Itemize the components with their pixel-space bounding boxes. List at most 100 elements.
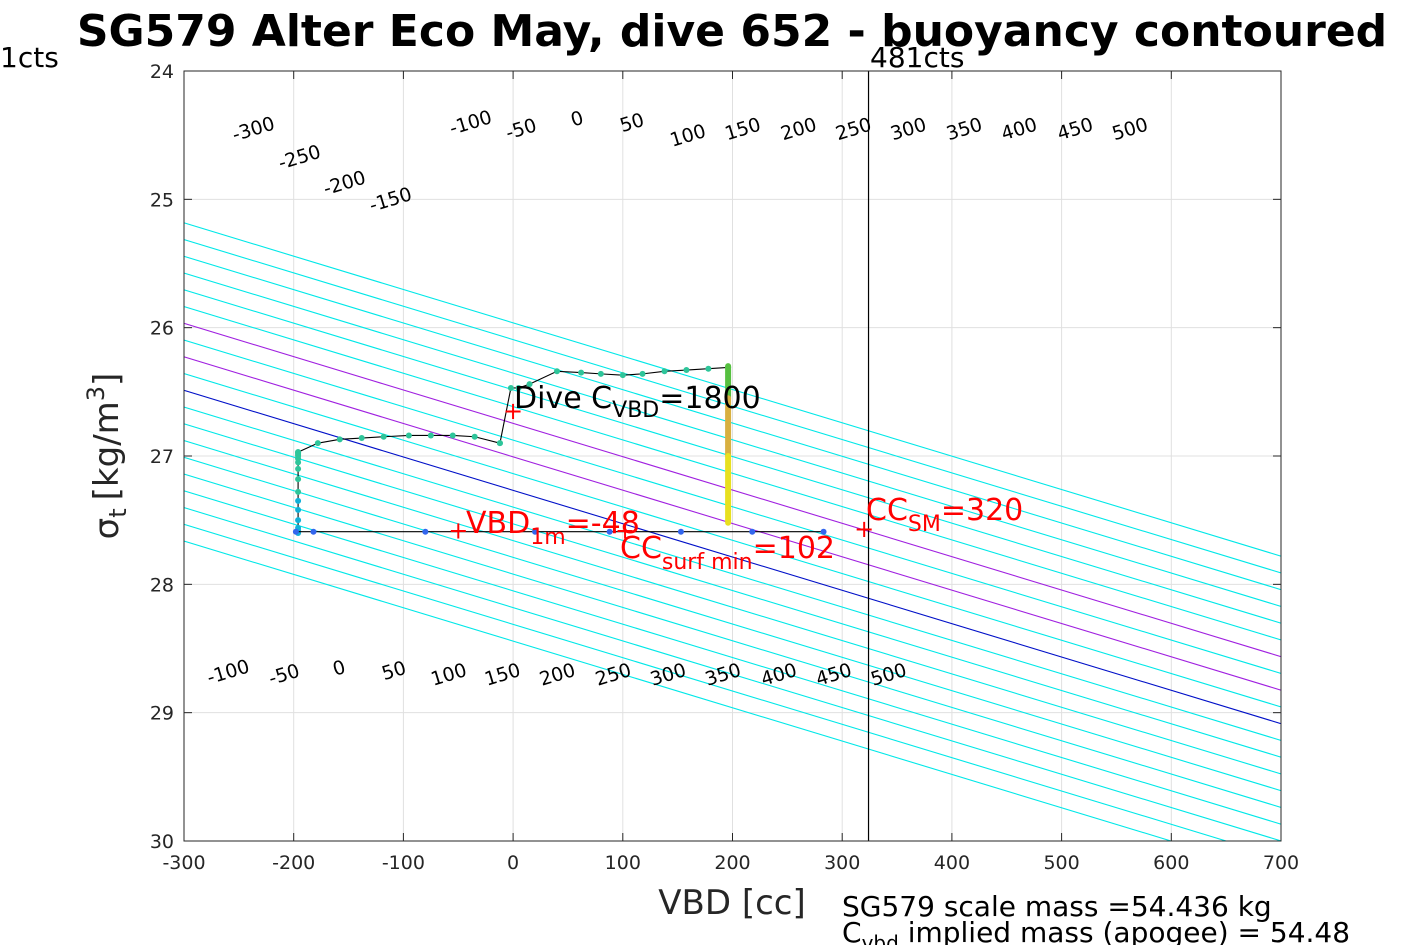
- contour-line: [184, 456, 1281, 792]
- y-tick-label: 25: [150, 189, 174, 211]
- dive-point: [295, 506, 302, 513]
- x-tick-label: 600: [1153, 852, 1189, 874]
- contour-label: 300: [648, 659, 689, 691]
- cc-surf-min-suffix: =102: [753, 531, 835, 566]
- y-tick-label: 24: [150, 61, 174, 83]
- dive-c-vbd-annotation: Dive CVBD=1800: [514, 381, 761, 423]
- dive-point: [553, 368, 560, 375]
- contour-line: [184, 222, 1281, 557]
- cc-sm-prefix: CC: [866, 493, 908, 528]
- dive-point: [295, 488, 302, 495]
- dive-point: [526, 381, 533, 388]
- dive-point: [336, 436, 343, 443]
- y-axis-label-symbol: σ: [87, 518, 127, 540]
- dive-point: [295, 497, 302, 504]
- dive-point: [295, 476, 302, 483]
- contour-label: 450: [813, 659, 854, 691]
- contour-label: 250: [593, 659, 634, 691]
- vbd-1m-prefix: VBD: [466, 506, 530, 541]
- dive-point: [683, 367, 690, 374]
- vbd-1m-annotation: VBD1m=-48: [466, 506, 640, 550]
- y-axis-label-unit: [kg/m: [87, 401, 127, 500]
- surface-point: [677, 528, 684, 535]
- x-tick-label: 200: [714, 852, 750, 874]
- dive-point: [314, 440, 321, 447]
- contour-label: 0: [568, 107, 586, 132]
- dive-point: [295, 517, 302, 524]
- contour-label: 350: [944, 114, 985, 146]
- contour-line: [184, 255, 1281, 591]
- contour-label: -50: [503, 114, 539, 144]
- contour-line: [184, 540, 1172, 841]
- y-tick-label: 29: [150, 703, 174, 725]
- implied-mass-suffix: implied mass (apogee) = 54.48: [899, 916, 1350, 945]
- dive-point: [449, 432, 456, 439]
- x-tick-label: 500: [1043, 852, 1079, 874]
- dive-point: [358, 435, 365, 442]
- contour-label: 200: [537, 659, 578, 691]
- dive-point: [507, 384, 514, 391]
- dive-series: + + + +: [292, 71, 874, 841]
- implied-mass-footer: Cvbd implied mass (apogee) = 54.48: [842, 916, 1350, 945]
- vbd-1m-suffix: =-48: [566, 506, 640, 541]
- dive-c-vbd-suffix: =1800: [659, 381, 760, 416]
- contour-label: -250: [276, 141, 324, 175]
- dive-point: [639, 370, 646, 377]
- contour-label: 0: [330, 656, 348, 681]
- axis-ticks: -300 -200 -100 0 100 200 300 400 500 600 700242526…: [150, 61, 1299, 874]
- contour-line: [184, 440, 1281, 775]
- dive-point: [295, 449, 302, 456]
- implied-mass-prefix: C: [842, 916, 862, 945]
- contour-line: [184, 356, 1281, 691]
- marker-plus: +: [503, 397, 523, 425]
- cc-surf-min-sub: surf min: [662, 550, 753, 575]
- cc-surf-min-annotation: CCsurf min=102: [620, 531, 835, 575]
- dive-point: [295, 465, 302, 472]
- x-tick-label: 100: [605, 852, 641, 874]
- contour-line: [184, 406, 1281, 741]
- dive-point: [619, 372, 626, 379]
- contour-line: [184, 339, 1281, 674]
- x-tick-label: 0: [507, 852, 519, 874]
- dive-point: [597, 370, 604, 377]
- y-tick-label: 26: [150, 318, 174, 340]
- x-tick-label: 700: [1263, 852, 1299, 874]
- contour-line: [184, 423, 1281, 758]
- contour-label: 200: [778, 114, 819, 146]
- contour-label: -100: [447, 106, 495, 140]
- cc-sm-suffix: =320: [941, 493, 1023, 528]
- contour-label: 100: [667, 120, 708, 152]
- contour-line: [184, 306, 1281, 641]
- contour-label: 150: [722, 114, 763, 146]
- x-tick-label: -200: [272, 852, 315, 874]
- contour-label: 50: [379, 657, 409, 685]
- x-tick-label: -300: [162, 852, 205, 874]
- dive-point: [496, 440, 503, 447]
- surface-point: [820, 528, 827, 535]
- y-axis-label-subscript: t: [104, 508, 132, 517]
- x-tick-label: 300: [824, 852, 860, 874]
- surface-point: [749, 528, 756, 535]
- surface-point: [606, 528, 613, 535]
- contour-line: [184, 272, 1281, 607]
- cc-sm-sub: SM: [908, 512, 941, 537]
- contour-label: -300: [230, 113, 278, 147]
- marker-plus: +: [615, 516, 635, 544]
- y-tick-label: 27: [150, 446, 174, 468]
- contour-label: 100: [428, 659, 469, 691]
- dive-point: [578, 369, 585, 376]
- y-tick-label: 28: [150, 574, 174, 596]
- y-axis-label: σt [kg/m3]: [82, 373, 132, 540]
- dive-point: [515, 384, 522, 391]
- y-axis-label-unit-sup: 3: [82, 386, 110, 401]
- contour-label: -150: [367, 183, 415, 217]
- surface-point: [310, 528, 317, 535]
- y-tick-label: 30: [150, 831, 174, 853]
- apogee-count-label: 481cts: [870, 41, 964, 74]
- contour-label: 50: [617, 109, 647, 137]
- x-axis-label: VBD [cc]: [658, 883, 806, 923]
- chart-title: SG579 Alter Eco May, dive 652 - buoyancy…: [77, 6, 1387, 57]
- contour-line: [184, 523, 1227, 841]
